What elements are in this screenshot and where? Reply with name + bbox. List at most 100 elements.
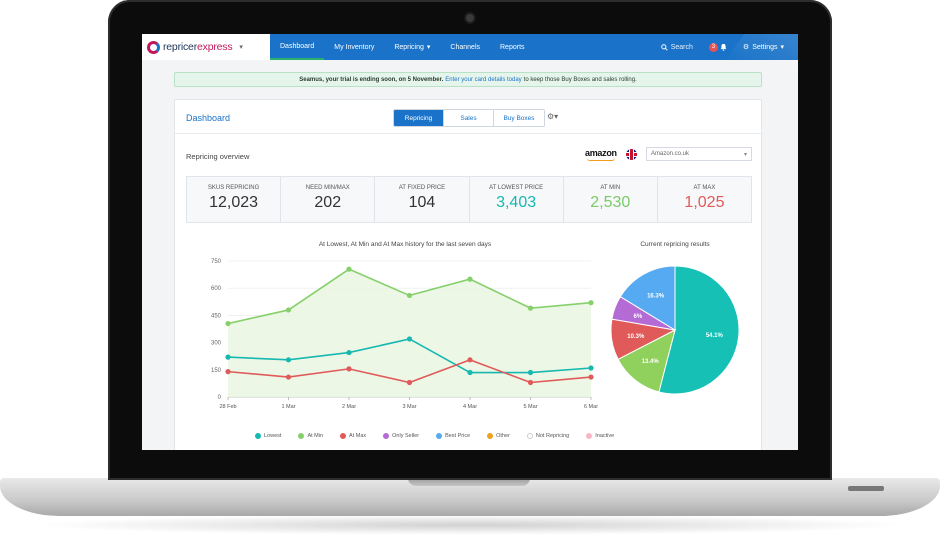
legend-item[interactable]: Only Seller [383,433,419,439]
nav-my-inventory[interactable]: My Inventory [334,43,375,51]
pie-slice [658,265,740,395]
x-tick-label: 28 Feb [219,404,236,410]
pie-slice [619,265,676,331]
stat-skus-repricing[interactable]: SKUs Repricing 12,023 [187,177,282,222]
notification-badge: 3 [708,42,718,52]
data-point [346,266,352,272]
x-tick-label: 5 Mar [523,404,537,410]
brand-logo[interactable]: repricerexpress ▾ [142,34,270,60]
pie-slice-label: 10.3% [627,334,645,340]
logo-icon [147,40,160,54]
pie-slice-label: 16.3% [647,293,665,299]
top-navbar: repricerexpress ▾ Dashboard My Inventory… [142,34,798,60]
legend-label: At Min [307,433,324,439]
data-point [225,354,231,360]
legend-label: Inactive [595,433,615,439]
stat-at-max[interactable]: At Max 1,025 [684,185,725,211]
stat-at-fixed-price[interactable]: At Fixed Price 104 [375,177,470,222]
brand-name-part1: repricer [163,41,197,53]
nav-repricing[interactable]: Repricing ▾ [394,43,431,52]
data-point [467,357,473,363]
y-tick-label: 450 [211,313,222,319]
legend-item[interactable]: Best Price [436,433,470,439]
data-point [406,336,413,342]
data-point [467,369,473,376]
data-point [285,357,292,363]
dashboard-card: Dashboard Repricing Sales Buy Boxes ⚙▾ R… [174,99,763,450]
legend-item[interactable]: Other [487,433,510,439]
stat-at-lowest-price[interactable]: At Lowest Price 3,403 [470,177,564,222]
legend-label: Only Seller [392,433,420,439]
data-point [588,365,594,371]
tab-buy-boxes[interactable]: Buy Boxes [494,110,544,126]
x-tick-label: 3 Mar [402,404,416,410]
app-screen: repricerexpress ▾ Dashboard My Inventory… [142,34,798,450]
data-point [285,307,292,313]
chevron-down-icon: ▾ [743,151,747,158]
data-point [527,305,534,311]
legend-dot-icon [586,433,593,439]
card-header [175,100,763,134]
trial-message: Seamus, your trial is ending soon, on 5 … [299,76,444,83]
chevron-down-icon: ▾ [426,44,431,51]
legend-dot-icon [487,433,494,439]
bell-icon [720,43,727,51]
x-tick-label: 4 Mar [463,404,477,410]
line-chart-title: At Lowest, At Min and At Max history for… [318,241,492,248]
gear-icon[interactable]: ⚙▾ [547,112,559,121]
notifications-button[interactable]: 3 [708,42,727,52]
marketplace-value: Amazon.co.uk [651,151,690,157]
data-point [406,292,413,299]
legend-label: At Max [349,433,367,439]
data-point [346,366,352,372]
nav-channels[interactable]: Channels [450,43,480,51]
data-point [588,300,594,306]
legend-dot-icon [340,433,347,439]
nav-dashboard[interactable]: Dashboard [270,34,325,60]
data-point [225,320,231,327]
settings-menu[interactable]: ⚙ Settings ▾ [742,43,784,52]
pie-slice-label: 6% [634,314,643,320]
data-point [527,379,534,386]
pie-slice-label: 54.1% [706,333,724,339]
y-tick-label: 600 [211,286,222,292]
legend-dot-icon [436,433,443,439]
nav-search[interactable]: Search [660,43,693,51]
camera-icon [466,14,474,22]
search-icon [660,43,668,51]
amazon-smile-icon [587,158,615,161]
legend-item[interactable]: At Max [340,433,366,439]
nav-reports[interactable]: Reports [500,43,525,51]
gear-icon: ⚙ [742,44,750,51]
amazon-logo: amazon [585,148,617,158]
dashboard-tabs: Repricing Sales Buy Boxes [393,109,545,127]
y-tick-label: 750 [211,259,222,265]
brand-name-part2: express [197,41,233,53]
stat-at-min[interactable]: At Min 2,530 [564,177,658,222]
x-tick-label: 2 Mar [342,404,356,410]
marketplace-select[interactable]: Amazon.co.uk ▾ [646,147,752,161]
uk-flag-icon [626,149,637,160]
chevron-down-icon[interactable]: ▾ [239,44,243,51]
legend-item[interactable]: At Min [298,433,323,439]
legend-dot-icon [526,433,533,439]
legend-item[interactable]: Not Repricing [526,433,569,439]
tab-repricing[interactable]: Repricing [394,110,444,126]
laptop-notch [408,478,530,486]
legend-item[interactable]: Lowest [255,433,281,439]
chevron-down-icon: ▾ [780,44,784,51]
legend-label: Lowest [264,433,282,439]
trial-banner: Seamus, your trial is ending soon, on 5 … [174,72,762,87]
card-details-link[interactable]: Enter your card details today [445,76,522,83]
tab-sales[interactable]: Sales [444,110,494,126]
chart-legend: Lowest At Min At Max Only Seller Best Price O… [255,433,614,439]
main-nav: Dashboard My Inventory Repricing ▾ Channe… [270,34,535,60]
x-tick-label: 6 Mar [584,404,598,410]
trial-message-rest: to keep those Buy Boxes and sales rollin… [523,76,637,83]
data-point [285,374,292,380]
legend-item[interactable]: Inactive [586,433,614,439]
legend-label: Other [496,433,510,439]
stat-need-min-max[interactable]: Need Min/Max 202 [281,177,376,222]
at-min-area [228,269,591,397]
